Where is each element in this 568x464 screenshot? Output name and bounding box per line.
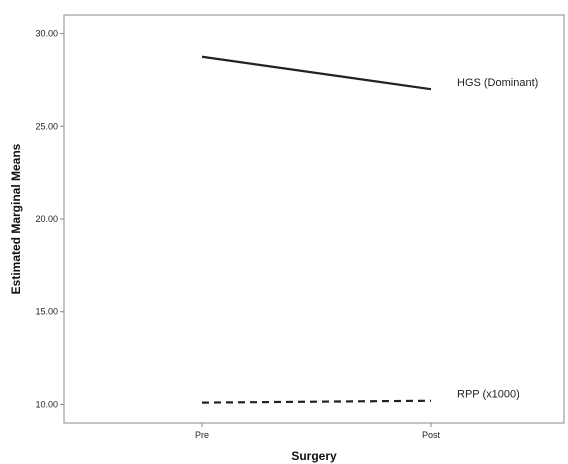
series-line-hgs-dominant [201,55,432,91]
series-label: RPP (x1000) [457,389,520,401]
x-tick-label: Post [422,430,441,440]
x-tick-label: Pre [195,430,209,440]
y-tick-label: 20.00 [35,214,58,224]
x-axis-ticks: Pre Post [195,423,441,440]
series-group: HGS (Dominant) RPP (x1000) [201,55,538,404]
series-line-rpp-x1000 [201,399,432,404]
y-tick-label: 10.00 [35,399,58,409]
y-axis-title: Estimated Marginal Means [9,143,23,294]
y-tick-label: 30.00 [35,29,58,39]
y-axis-ticks: 10.00 15.00 20.00 25.00 30.00 [35,29,64,409]
x-axis-title: Surgery [291,449,337,463]
y-tick-label: 25.00 [35,121,58,131]
y-tick-label: 15.00 [35,307,58,317]
series-label: HGS (Dominant) [457,77,538,89]
